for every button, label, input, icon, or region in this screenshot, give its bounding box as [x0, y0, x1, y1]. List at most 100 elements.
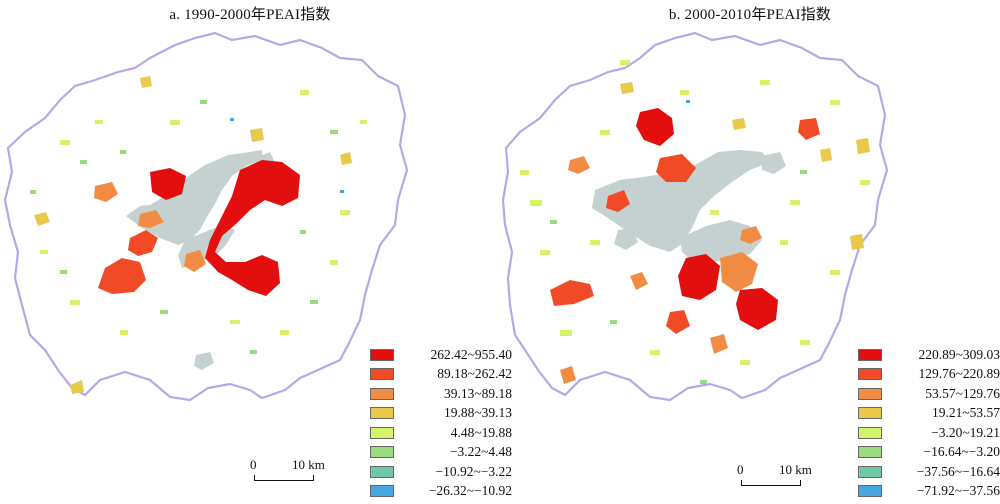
- legend-label: 53.57~129.76: [925, 385, 1000, 401]
- legend-swatch: [370, 348, 394, 361]
- legend: 262.42~955.40 89.18~262.42 39.13~89.18 1…: [370, 345, 512, 501]
- peai-patch: [34, 212, 50, 226]
- legend-label: −10.92~−3.22: [435, 463, 512, 479]
- lake-water: [762, 152, 786, 174]
- peai-patch: [150, 168, 186, 200]
- legend-swatch: [858, 426, 882, 439]
- legend-item: −3.20~19.21: [858, 423, 1000, 443]
- legend-label: −3.20~19.21: [931, 424, 1000, 440]
- peai-patch: [140, 76, 152, 88]
- legend-swatch: [370, 426, 394, 439]
- scale-zero-label: 0: [250, 457, 257, 472]
- peai-patch: [666, 310, 690, 334]
- peai-patch: [798, 118, 820, 140]
- legend-label: −16.64~−3.20: [923, 444, 1000, 460]
- peai-patch: [720, 252, 758, 292]
- peai-patch: [856, 138, 870, 154]
- peai-patch: [820, 148, 832, 162]
- peai-patch: [740, 226, 762, 244]
- peai-patch: [568, 156, 590, 174]
- green-patches: [520, 60, 870, 365]
- legend-item: −3.22~4.48: [370, 443, 512, 463]
- legend-label: 19.88~39.13: [443, 405, 512, 421]
- scale-bar: 0 10 km: [735, 462, 875, 502]
- legend-swatch: [370, 465, 394, 478]
- legend-swatch: [858, 485, 882, 498]
- peai-patch: [630, 272, 648, 290]
- peai-patch: [656, 154, 696, 182]
- legend-swatch: [858, 368, 882, 381]
- scale-bar: 0 10 km: [248, 457, 388, 497]
- scale-distance-label: 10 km: [779, 462, 812, 477]
- legend-item: 262.42~955.40: [370, 345, 512, 365]
- legend-swatch: [370, 446, 394, 459]
- peai-patch: [560, 366, 576, 384]
- peai-patch: [340, 152, 352, 165]
- scale-line: [741, 480, 801, 486]
- legend-item: −71.92~−37.56: [858, 482, 1000, 502]
- legend-swatch: [858, 446, 882, 459]
- peai-patch: [250, 128, 264, 142]
- legend-item: 4.48~19.88: [370, 423, 512, 443]
- river-water: [592, 150, 770, 252]
- legend-item: −37.56~−16.64: [858, 462, 1000, 482]
- legend-item: 39.13~89.18: [370, 384, 512, 404]
- green-patches: [40, 90, 367, 335]
- legend: 220.89~309.03 129.76~220.89 53.57~129.76…: [858, 345, 1000, 501]
- lake-water: [194, 352, 214, 370]
- legend-label: −3.22~4.48: [449, 444, 512, 460]
- peai-patch: [710, 334, 728, 354]
- peai-patch: [620, 82, 634, 94]
- legend-swatch: [858, 465, 882, 478]
- green-patches: [30, 100, 338, 354]
- lake-water: [614, 228, 638, 250]
- legend-item: 89.18~262.42: [370, 365, 512, 385]
- green-patches: [550, 170, 807, 384]
- peai-patch: [550, 280, 594, 306]
- legend-item: 19.88~39.13: [370, 404, 512, 424]
- peai-patch: [850, 234, 864, 250]
- peai-patch: [205, 160, 300, 296]
- peai-patch: [128, 230, 158, 256]
- legend-label: 220.89~309.03: [918, 346, 1000, 362]
- legend-swatch: [370, 368, 394, 381]
- legend-swatch: [370, 387, 394, 400]
- legend-label: 129.76~220.89: [918, 366, 1000, 382]
- peai-patch: [70, 380, 84, 394]
- legend-swatch: [370, 407, 394, 420]
- legend-swatch: [370, 485, 394, 498]
- peai-patch: [636, 108, 674, 146]
- legend-label: 4.48~19.88: [450, 424, 512, 440]
- scale-line: [254, 475, 314, 481]
- peai-patch: [732, 118, 746, 130]
- legend-label: 39.13~89.18: [443, 385, 512, 401]
- scale-zero-label: 0: [737, 462, 744, 477]
- legend-item: 220.89~309.03: [858, 345, 1000, 365]
- legend-swatch: [858, 387, 882, 400]
- legend-item: 19.21~53.57: [858, 404, 1000, 424]
- legend-item: −10.92~−3.22: [370, 462, 512, 482]
- legend-label: 19.21~53.57: [931, 405, 1000, 421]
- legend-label: −37.56~−16.64: [916, 463, 1000, 479]
- legend-item: −26.32~−10.92: [370, 482, 512, 502]
- panel-title: a. 1990-2000年PEAI指数: [169, 7, 331, 23]
- peai-patch: [138, 210, 164, 228]
- legend-label: 262.42~955.40: [430, 346, 512, 362]
- peai-patch: [678, 254, 720, 300]
- legend-swatch: [858, 407, 882, 420]
- legend-label: −26.32~−10.92: [428, 483, 512, 499]
- blue-patches: [686, 100, 690, 103]
- map-panel-a: a. 1990-2000年PEAI指数: [3, 7, 512, 498]
- map-canvas: [3, 31, 409, 402]
- legend-item: 129.76~220.89: [858, 365, 1000, 385]
- map-panel-b: b. 2000-2010年PEAI指数: [500, 0, 1000, 504]
- legend-swatch: [858, 348, 882, 361]
- scale-distance-label: 10 km: [292, 457, 325, 472]
- peai-patch: [98, 258, 146, 294]
- legend-item: −16.64~−3.20: [858, 443, 1000, 463]
- panel-title: b. 2000-2010年PEAI指数: [668, 7, 832, 23]
- peai-patch: [606, 190, 630, 212]
- lake-water: [680, 220, 762, 262]
- map-canvas: [501, 31, 889, 402]
- legend-label: −71.92~−37.56: [916, 483, 1000, 499]
